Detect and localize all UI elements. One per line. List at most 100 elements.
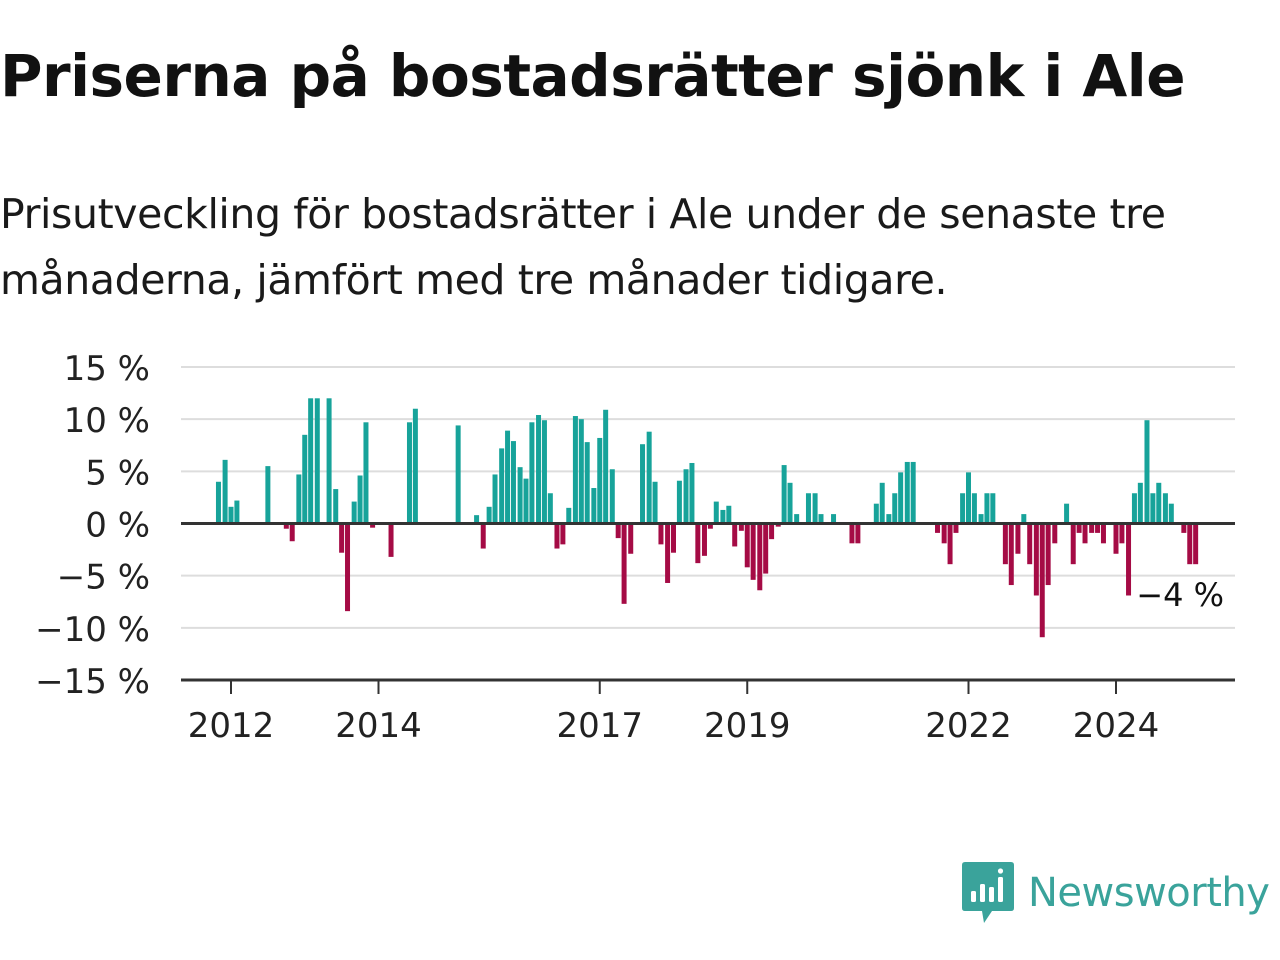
bar — [646, 431, 652, 524]
bar — [701, 523, 707, 556]
bar — [849, 523, 855, 544]
bar — [781, 465, 787, 524]
brand-name: Newsworthy — [1028, 870, 1270, 916]
bar — [652, 481, 658, 524]
bar — [966, 472, 971, 524]
bar — [215, 481, 221, 524]
bar — [1064, 503, 1070, 524]
grid-lines — [181, 366, 1235, 629]
bar — [984, 493, 990, 524]
bar — [775, 523, 781, 527]
x-tick-label: 2024 — [1073, 706, 1160, 746]
bar — [492, 474, 498, 524]
x-tick-label: 2019 — [704, 706, 791, 746]
bar — [941, 523, 947, 544]
bar — [406, 422, 412, 524]
bar — [1100, 523, 1106, 544]
x-tick-label: 2017 — [556, 706, 643, 746]
bar — [671, 523, 676, 553]
bar — [1119, 523, 1125, 544]
bar — [357, 475, 363, 524]
bar — [517, 467, 523, 524]
bar — [584, 442, 590, 524]
bar — [873, 503, 879, 524]
bar — [707, 523, 713, 529]
bar — [523, 478, 529, 524]
bar — [695, 523, 701, 564]
bar — [628, 523, 634, 554]
bar — [757, 523, 763, 591]
bar — [818, 514, 824, 524]
bar — [370, 523, 376, 528]
chart-title: Priserna på bostadsrätter sjönk i Ale — [0, 42, 1186, 110]
bar — [935, 523, 941, 533]
bar — [302, 434, 308, 524]
bar — [1021, 514, 1027, 524]
bar — [953, 523, 959, 533]
bar — [683, 469, 689, 524]
bar — [222, 459, 228, 524]
bar — [560, 523, 566, 545]
bar — [339, 523, 345, 553]
bar — [831, 514, 837, 524]
y-tick-label: 10 % — [64, 401, 150, 441]
bar — [879, 482, 885, 524]
bar — [855, 523, 861, 544]
bar — [603, 409, 609, 524]
bar — [1082, 523, 1088, 544]
bar — [474, 515, 480, 524]
bar — [910, 461, 916, 524]
bar — [1070, 523, 1076, 565]
bar — [363, 422, 369, 524]
bar — [345, 523, 351, 612]
bar — [769, 523, 775, 540]
bar — [1156, 482, 1162, 524]
bar — [1131, 493, 1137, 524]
y-tick-label: −15 % — [35, 662, 150, 702]
bar — [351, 501, 357, 524]
y-axis-labels: 15 % 10 % 5 % 0 % −5 % −10 % −15 % — [35, 349, 150, 702]
bar — [720, 509, 726, 524]
bar — [597, 437, 603, 524]
bar — [1168, 503, 1174, 524]
bar — [1113, 523, 1119, 554]
bar — [892, 493, 898, 524]
bar — [591, 488, 597, 524]
bar — [640, 444, 646, 524]
bar — [1015, 523, 1021, 554]
bar — [541, 420, 547, 524]
bar-chart: 15 %10 %5 %0 %−5 %−10 %−15 % 2012 2014 201… — [35, 349, 1235, 746]
bar — [750, 523, 756, 580]
bar — [763, 523, 769, 574]
bar — [326, 398, 332, 524]
bar — [412, 408, 418, 524]
bar — [990, 493, 996, 524]
x-tick-label: 2022 — [925, 706, 1012, 746]
bar — [1076, 523, 1082, 533]
bar — [658, 523, 664, 545]
bar — [314, 398, 320, 524]
bar — [1089, 523, 1095, 533]
bar — [1027, 523, 1033, 565]
bar — [665, 523, 671, 583]
bar — [505, 430, 511, 524]
bar — [960, 493, 966, 524]
y-tick-label: 0 % — [85, 506, 150, 546]
newsworthy-logo-icon — [962, 862, 1014, 923]
bar — [234, 500, 240, 524]
bar — [572, 416, 578, 524]
bar — [510, 441, 516, 524]
bar — [738, 523, 744, 531]
y-tick-label: −10 % — [35, 610, 150, 650]
bar — [1181, 523, 1187, 533]
bar — [609, 469, 615, 524]
bar — [265, 466, 271, 524]
bar — [947, 523, 953, 565]
bar — [1137, 482, 1143, 524]
bar — [480, 523, 486, 549]
bar — [536, 414, 542, 524]
bar — [1008, 523, 1014, 586]
bar — [1052, 523, 1058, 544]
y-tick-label: 15 % — [64, 349, 150, 389]
x-axis-ticks: 2012 2014 2017 2019 2022 2024 — [188, 680, 1160, 746]
